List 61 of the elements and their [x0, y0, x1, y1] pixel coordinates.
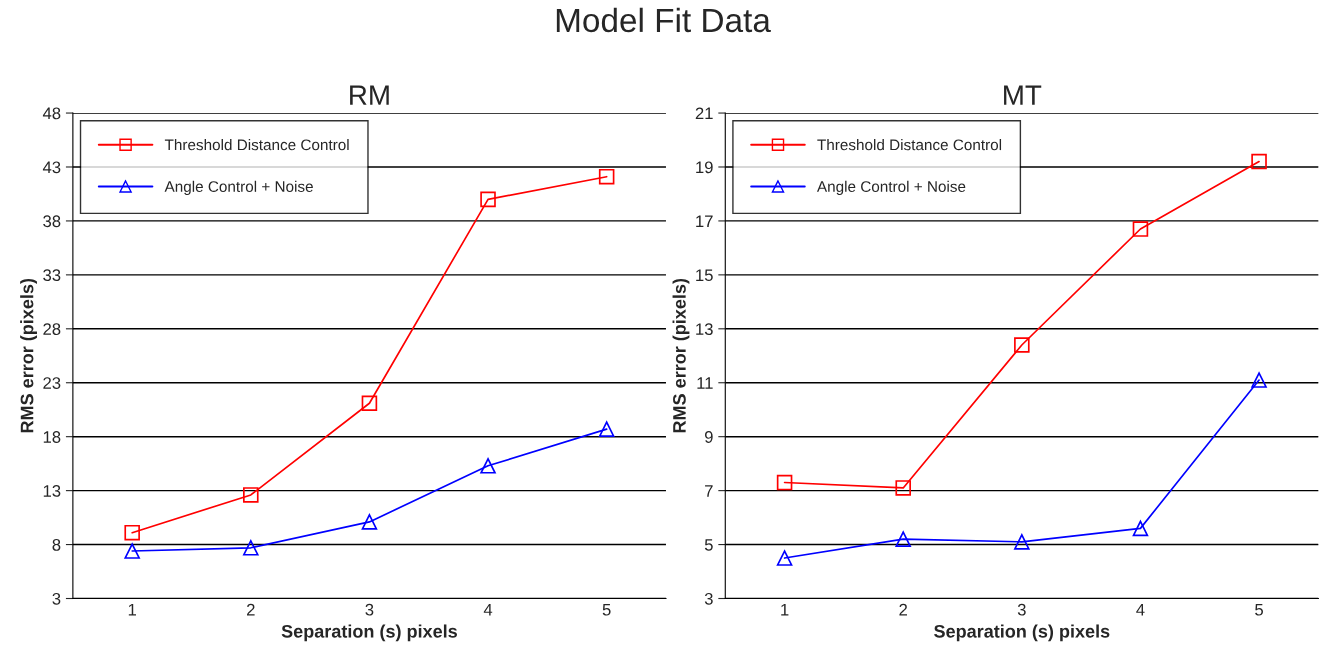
- y-tick-label: 48: [42, 107, 61, 120]
- x-tick-label: 2: [247, 603, 255, 616]
- y-tick-label: 21: [695, 107, 713, 120]
- legend-label: Threshold Distance Control: [817, 139, 1002, 151]
- point: [243, 487, 259, 503]
- point: [598, 168, 615, 185]
- legend-label: Threshold Distance Control: [164, 139, 349, 151]
- y-tick-label: 13: [696, 323, 713, 336]
- x-tick-label: 5: [602, 603, 611, 616]
- point: [1251, 153, 1267, 170]
- point: [480, 458, 496, 474]
- y-tick-label: 11: [697, 377, 713, 389]
- point: [124, 543, 140, 559]
- y-tick-label: 18: [43, 431, 61, 443]
- point: [1132, 520, 1149, 537]
- y-tick-label: 9: [704, 431, 713, 443]
- point: [124, 524, 140, 541]
- chart-title: RM: [350, 85, 389, 105]
- x-axis-title: Separation (s) pixels: [281, 624, 457, 642]
- y-axis-title: RMS error (pixels): [20, 278, 37, 433]
- y-tick-label: 15: [696, 269, 713, 282]
- point: [895, 531, 911, 547]
- x-tick-label: 4: [483, 603, 493, 616]
- x-tick-label: 3: [365, 603, 374, 616]
- point: [243, 540, 259, 556]
- point: [1014, 337, 1030, 353]
- point: [895, 480, 911, 496]
- x-tick-label: 1: [128, 603, 137, 616]
- x-tick-label: 2: [899, 603, 908, 616]
- x-tick-label: 3: [1017, 603, 1026, 616]
- y-tick-label: 7: [705, 485, 713, 497]
- y-tick-label: 13: [43, 485, 61, 497]
- y-tick-label: 28: [43, 323, 61, 336]
- x-tick-label: 5: [1255, 603, 1263, 616]
- y-tick-label: 17: [696, 215, 713, 227]
- chart-title: MT: [1004, 85, 1042, 105]
- point: [598, 421, 615, 437]
- point: [480, 191, 496, 208]
- y-tick-label: 33: [43, 269, 61, 282]
- y-tick-label: 5: [704, 539, 713, 551]
- point: [1251, 372, 1267, 388]
- x-axis-title: Separation (s) pixels: [934, 624, 1110, 642]
- point: [361, 395, 378, 412]
- legend-label: Angle Control + Noise: [816, 180, 966, 196]
- x-tick-label: 4: [1136, 603, 1145, 616]
- y-tick-label: 19: [696, 161, 713, 174]
- legend-label: Angle Control + Noise: [164, 180, 313, 196]
- point: [776, 474, 793, 491]
- point: [776, 550, 793, 566]
- x-tick-label: 1: [781, 603, 789, 616]
- text: Model Fit Data: [556, 7, 771, 33]
- y-axis-title: RMS error (pixels): [672, 278, 690, 433]
- y-tick-label: 23: [43, 377, 61, 389]
- point: [1014, 534, 1030, 550]
- y-tick-label: 8: [52, 538, 61, 551]
- point: [361, 514, 378, 530]
- y-tick-label: 3: [704, 592, 713, 605]
- y-tick-label: 38: [43, 215, 61, 228]
- y-tick-label: 43: [42, 161, 61, 174]
- y-tick-label: 3: [52, 592, 61, 605]
- point: [1132, 221, 1149, 237]
